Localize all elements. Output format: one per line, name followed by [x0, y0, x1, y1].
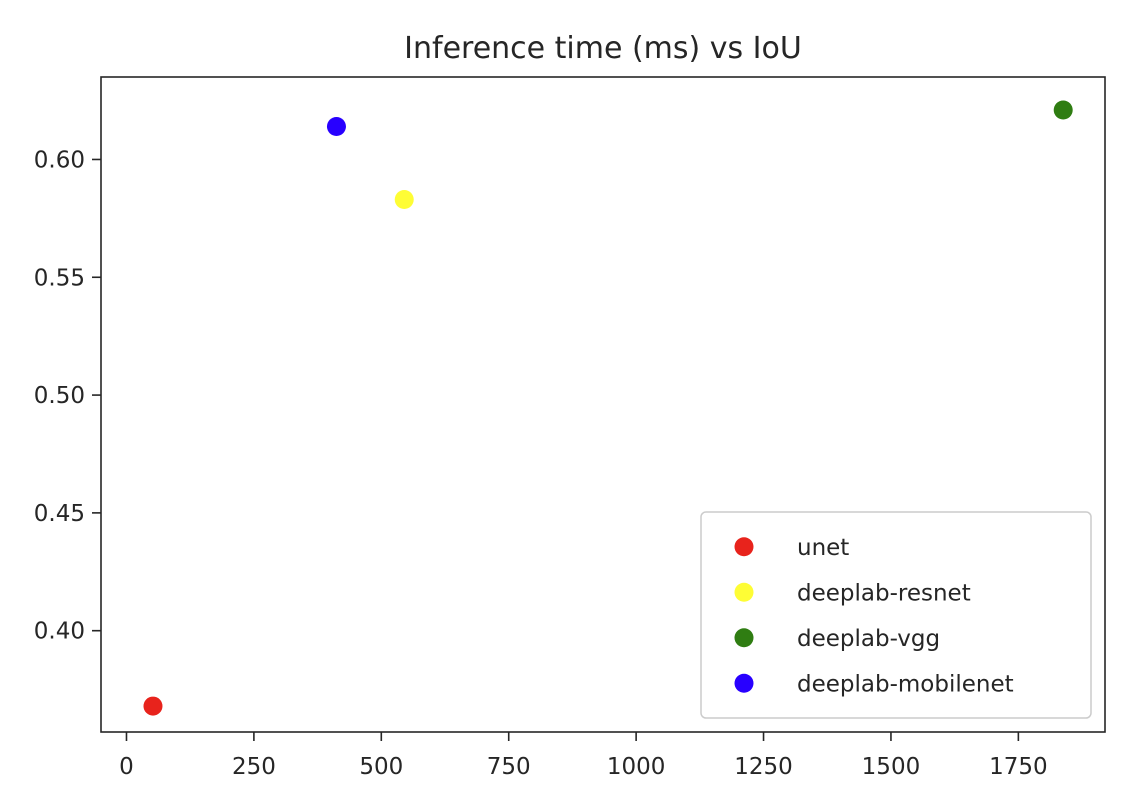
- legend-label: deeplab-mobilenet: [797, 671, 1014, 697]
- data-point-deeplab-resnet: [394, 190, 414, 210]
- x-tick-label: 0: [119, 754, 134, 780]
- data-point-deeplab-mobilenet: [326, 116, 346, 136]
- x-tick-label: 1250: [734, 754, 793, 780]
- data-points: [143, 100, 1073, 716]
- legend-label: unet: [797, 535, 849, 561]
- data-point-unet: [143, 696, 163, 716]
- y-tick-label: 0.40: [34, 619, 85, 645]
- x-tick-label: 250: [232, 754, 276, 780]
- legend: unet deeplab-resnet deeplab-vgg deeplab-mob…: [700, 511, 1092, 719]
- y-tick-label: 0.45: [34, 501, 85, 527]
- plot-area-frame: [100, 76, 1106, 733]
- x-tick-label: 1500: [862, 754, 921, 780]
- y-tick-label: 0.50: [34, 383, 85, 409]
- x-tick-label: 500: [359, 754, 403, 780]
- data-point-deeplab-vgg: [1053, 100, 1073, 120]
- y-axis: 0.40 0.45 0.50 0.55 0.60: [34, 147, 101, 645]
- y-tick-label: 0.55: [34, 265, 85, 291]
- y-tick-label: 0.60: [34, 147, 85, 173]
- legend-marker: [734, 582, 754, 602]
- legend-box: [700, 511, 1092, 719]
- legend-marker: [734, 628, 754, 648]
- x-tick-label: 1750: [989, 754, 1048, 780]
- x-axis: 0 250 500 750 1000 1250 1500 1750: [119, 732, 1048, 780]
- legend-marker: [734, 537, 754, 557]
- legend-label: deeplab-vgg: [797, 626, 940, 652]
- legend-label: deeplab-resnet: [797, 580, 971, 606]
- x-tick-label: 750: [487, 754, 531, 780]
- chart-title: Inference time (ms) vs IoU: [404, 31, 802, 66]
- legend-marker: [734, 673, 754, 693]
- x-tick-label: 1000: [607, 754, 666, 780]
